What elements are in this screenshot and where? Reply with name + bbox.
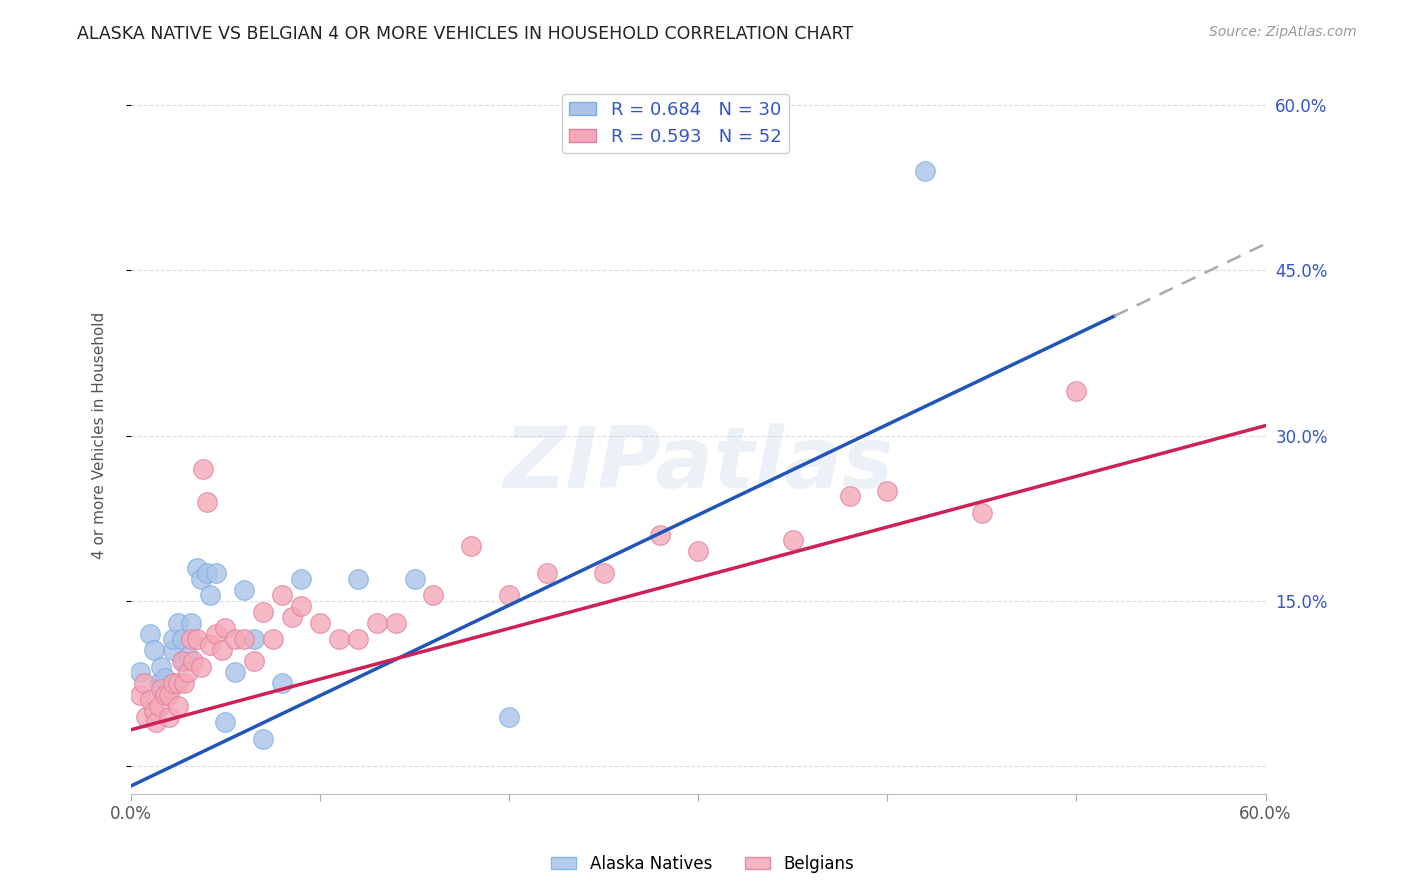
Belgians (211, 643, 233, 657)
Alaska Natives (142, 643, 165, 657)
Belgians (180, 632, 202, 647)
Text: Source: ZipAtlas.com: Source: ZipAtlas.com (1209, 25, 1357, 39)
Alaska Natives (914, 164, 936, 178)
Belgians (536, 566, 558, 581)
Belgians (366, 615, 388, 630)
Alaska Natives (252, 731, 274, 746)
Legend: Alaska Natives, Belgians: Alaska Natives, Belgians (544, 848, 862, 880)
Alaska Natives (129, 665, 152, 680)
Belgians (167, 676, 190, 690)
Alaska Natives (404, 572, 426, 586)
Alaska Natives (176, 648, 198, 663)
Belgians (688, 544, 710, 558)
Alaska Natives (498, 709, 520, 723)
Belgians (309, 615, 332, 630)
Belgians (145, 714, 167, 729)
Legend: R = 0.684   N = 30, R = 0.593   N = 52: R = 0.684 N = 30, R = 0.593 N = 52 (562, 94, 789, 153)
Alaska Natives (190, 572, 212, 586)
Alaska Natives (243, 632, 266, 647)
Belgians (498, 588, 520, 602)
Belgians (328, 632, 350, 647)
Alaska Natives (180, 615, 202, 630)
Alaska Natives (271, 676, 294, 690)
Belgians (191, 461, 214, 475)
Belgians (150, 681, 173, 696)
Belgians (262, 632, 284, 647)
Belgians (214, 621, 236, 635)
Belgians (148, 698, 170, 713)
Text: ALASKA NATIVE VS BELGIAN 4 OR MORE VEHICLES IN HOUSEHOLD CORRELATION CHART: ALASKA NATIVE VS BELGIAN 4 OR MORE VEHIC… (77, 25, 853, 43)
Belgians (347, 632, 370, 647)
Belgians (1066, 384, 1088, 399)
Belgians (167, 698, 190, 713)
Belgians (205, 627, 228, 641)
Belgians (280, 610, 302, 624)
Belgians (157, 709, 180, 723)
Alaska Natives (200, 588, 222, 602)
Alaska Natives (153, 671, 176, 685)
Belgians (162, 676, 184, 690)
Alaska Natives (173, 655, 195, 669)
Belgians (592, 566, 614, 581)
Alaska Natives (347, 572, 370, 586)
Belgians (838, 489, 860, 503)
Alaska Natives (150, 660, 173, 674)
Alaska Natives (162, 643, 184, 657)
Belgians (650, 527, 672, 541)
Belgians (135, 709, 157, 723)
Alaska Natives (224, 665, 246, 680)
Belgians (195, 494, 218, 508)
Alaska Natives (170, 632, 193, 647)
Alaska Natives (167, 615, 190, 630)
Belgians (200, 638, 222, 652)
Text: ZIPatlas: ZIPatlas (503, 423, 893, 506)
Belgians (170, 655, 193, 669)
Belgians (190, 660, 212, 674)
Belgians (422, 588, 444, 602)
Belgians (876, 483, 898, 498)
Belgians (233, 632, 256, 647)
Belgians (139, 693, 162, 707)
Belgians (252, 605, 274, 619)
Belgians (290, 599, 312, 614)
Alaska Natives (148, 676, 170, 690)
Alaska Natives (195, 566, 218, 581)
Alaska Natives (205, 566, 228, 581)
Belgians (384, 615, 406, 630)
Belgians (153, 688, 176, 702)
Belgians (173, 676, 195, 690)
Alaska Natives (214, 714, 236, 729)
Belgians (224, 632, 246, 647)
Belgians (142, 704, 165, 718)
Belgians (129, 688, 152, 702)
Belgians (271, 588, 294, 602)
Belgians (970, 506, 993, 520)
Belgians (176, 665, 198, 680)
Y-axis label: 4 or more Vehicles in Household: 4 or more Vehicles in Household (93, 312, 107, 559)
Alaska Natives (290, 572, 312, 586)
Belgians (460, 539, 482, 553)
Alaska Natives (162, 632, 184, 647)
Alaska Natives (139, 627, 162, 641)
Belgians (134, 676, 156, 690)
Belgians (243, 655, 266, 669)
Alaska Natives (186, 561, 208, 575)
Belgians (782, 533, 804, 548)
Alaska Natives (233, 582, 256, 597)
Belgians (157, 688, 180, 702)
Belgians (186, 632, 208, 647)
Alaska Natives (157, 681, 180, 696)
Belgians (183, 655, 205, 669)
